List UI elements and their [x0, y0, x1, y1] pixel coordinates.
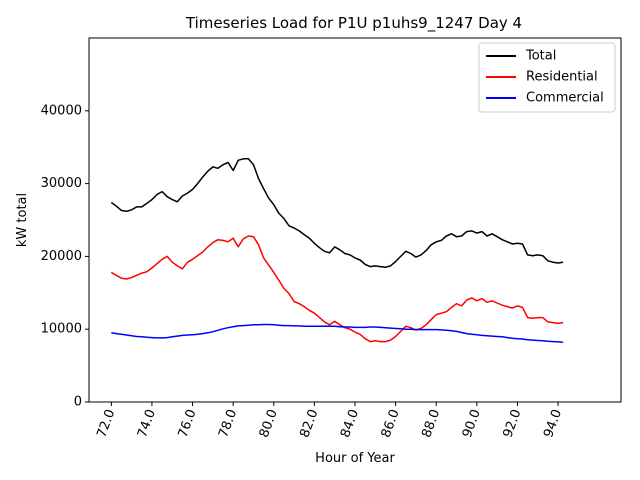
y-axis-label: kW total — [15, 193, 30, 247]
y-tick-label: 20000 — [41, 249, 82, 264]
series-layer — [110, 158, 564, 344]
y-axis: 0 10000 20000 30000 40000 — [41, 103, 89, 410]
chart-title: Timeseries Load for P1U p1uhs9_1247 Day … — [185, 14, 522, 33]
legend-label-total: Total — [525, 49, 556, 64]
y-tick-label: 30000 — [41, 176, 82, 191]
series-line-residential — [110, 235, 564, 343]
x-axis-label: Hour of Year — [315, 451, 395, 466]
series-line-total — [110, 158, 564, 269]
y-tick-label: 0 — [74, 395, 82, 410]
y-tick-label: 40000 — [41, 103, 82, 118]
legend-label-commercial: Commercial — [526, 91, 604, 106]
y-tick-label: 10000 — [41, 322, 82, 337]
series-line-commercial — [111, 323, 564, 344]
legend: Total Residential Commercial — [478, 42, 616, 113]
legend-box — [478, 42, 616, 113]
legend-label-residential: Residential — [526, 70, 598, 85]
